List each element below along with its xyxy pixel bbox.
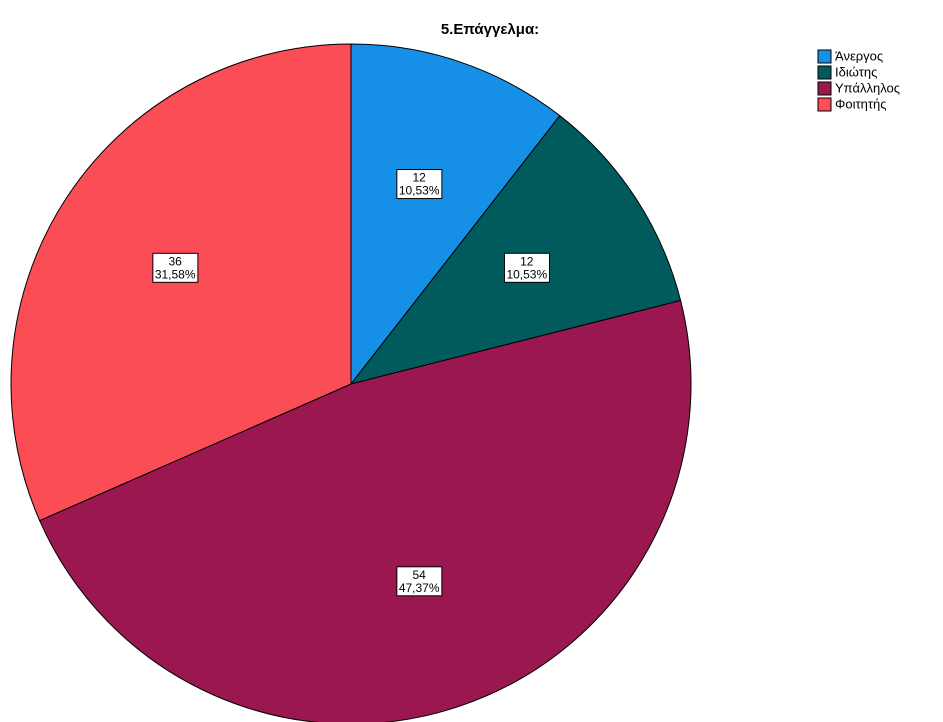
value-label: 12 [413,171,427,185]
percentage-label: 31,58% [155,267,196,281]
legend-label: Φοιτητής [835,96,887,111]
legend-swatch [817,81,832,96]
pie-slice [349,114,682,385]
label-box [152,252,199,283]
label-box [396,566,443,597]
legend-label: Άνεργος [835,48,883,63]
label-box [503,252,550,283]
value-label: 54 [413,568,427,582]
value-label: 36 [169,254,183,268]
legend-swatch [817,49,832,64]
label-box [396,169,443,200]
legend-swatch [817,65,832,80]
pie-slice [350,43,561,386]
chart-title: 5.Επάγγελμα: [441,21,539,38]
pie-slice [38,299,692,722]
percentage-label: 47,37% [399,581,440,595]
legend-label: Υπάλληλος [835,80,900,95]
legend-label: Ιδιώτης [835,64,877,79]
legend-swatch [817,97,832,112]
percentage-label: 10,53% [399,184,440,198]
value-label: 12 [520,254,534,268]
percentage-label: 10,53% [506,267,547,281]
